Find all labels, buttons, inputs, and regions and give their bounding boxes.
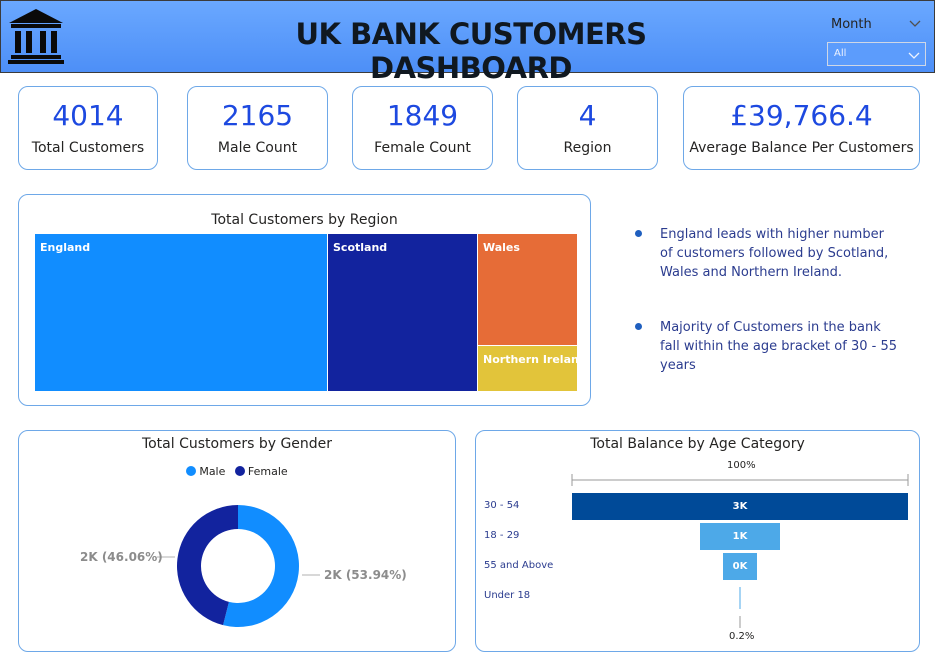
kpi-card-male-count: 2165 Male Count (187, 86, 328, 170)
funnel-bar-18-29[interactable]: 1K (700, 523, 780, 550)
kpi-card-total-customers: 4014 Total Customers (18, 86, 158, 170)
legend-item-female[interactable]: Female (234, 465, 288, 478)
age-chart-title: Total Balance by Age Category (590, 436, 805, 452)
treemap-cell-scotland[interactable]: Scotland (328, 234, 477, 391)
insight-text: England leads with higher number of cust… (660, 227, 889, 280)
dashboard-title: UK BANK CUSTOMERS DASHBOARD (295, 17, 647, 85)
legend-item-male[interactable]: Male (186, 465, 225, 478)
treemap-cell-wales[interactable]: Wales (478, 234, 577, 345)
gender-chart-title: Total Customers by Gender (141, 436, 333, 452)
age-balance-panel: Total Balance by Age Category 100% 30 - … (475, 430, 920, 652)
treemap-label: Wales (483, 241, 520, 254)
funnel-category-label: 30 - 54 (484, 500, 520, 511)
gender-donut-chart (157, 505, 320, 627)
region-treemap-panel: Total Customers by Region England Scotla… (18, 194, 591, 406)
kpi-value: 4 (578, 99, 597, 132)
funnel-bar-value: 0K (732, 561, 748, 572)
kpi-card-female-count: 1849 Female Count (352, 86, 493, 170)
legend-label: Male (199, 465, 226, 478)
donut-slice-female[interactable] (177, 505, 238, 626)
chevron-up-icon[interactable] (909, 18, 921, 28)
treemap-cell-england[interactable]: England (35, 234, 327, 391)
funnel-bottom-percent: 0.2% (729, 631, 755, 642)
kpi-label: Average Balance Per Customers (689, 140, 914, 156)
kpi-label: Female Count (374, 140, 471, 156)
bank-building-icon (8, 9, 64, 64)
month-slicer-dropdown[interactable]: All (827, 42, 926, 66)
chevron-down-icon[interactable] (908, 50, 920, 60)
gender-donut-panel: Total Customers by Gender Male Female 2K… (18, 430, 456, 652)
bullet-icon (635, 323, 642, 330)
treemap-label: Scotland (333, 241, 388, 254)
insight-text: Majority of Customers in the bank fall w… (660, 320, 897, 373)
funnel-bar-30-54[interactable]: 3K (572, 493, 908, 520)
treemap-label: Northern Ireland (483, 353, 587, 366)
kpi-value: 4014 (52, 99, 124, 132)
kpi-card-region: 4 Region (517, 86, 658, 170)
gender-legend: Male Female (19, 465, 455, 478)
month-slicer-value: All (834, 48, 847, 59)
funnel-axis-bracket (571, 474, 909, 628)
donut-label-male: 2K (53.94%) (324, 568, 407, 582)
funnel-bar-value: 1K (732, 531, 748, 542)
funnel-bar-55-and-above[interactable]: 0K (723, 553, 757, 580)
kpi-value: £39,766.4 (730, 99, 873, 132)
kpi-value: 1849 (386, 99, 459, 132)
funnel-bar-value: 3K (732, 501, 748, 512)
month-slicer-label: Month (831, 17, 872, 32)
kpi-label: Region (563, 140, 612, 156)
donut-label-female: 2K (46.06%) (80, 550, 163, 564)
donut-slice-male[interactable] (223, 505, 300, 627)
region-chart-title: Total Customers by Region (211, 212, 398, 228)
kpi-value: 2165 (221, 99, 294, 132)
funnel-top-percent: 100% (727, 460, 756, 471)
treemap-label: England (40, 241, 91, 254)
kpi-card-average-balance: £39,766.4 Average Balance Per Customers (683, 86, 920, 170)
kpi-label: Total Customers (31, 140, 145, 156)
kpi-label: Male Count (217, 140, 298, 156)
funnel-category-label: 18 - 29 (484, 530, 520, 541)
legend-dot-icon (186, 466, 197, 476)
legend-dot-icon (234, 466, 245, 476)
legend-label: Female (247, 465, 288, 478)
funnel-category-label: 55 and Above (484, 560, 554, 571)
dashboard-header: UK BANK CUSTOMERS DASHBOARD Month All (0, 0, 935, 85)
treemap-cell-northern-ireland[interactable]: Northern Ireland (478, 346, 587, 391)
funnel-category-label: Under 18 (484, 590, 531, 601)
bullet-icon (635, 230, 642, 237)
